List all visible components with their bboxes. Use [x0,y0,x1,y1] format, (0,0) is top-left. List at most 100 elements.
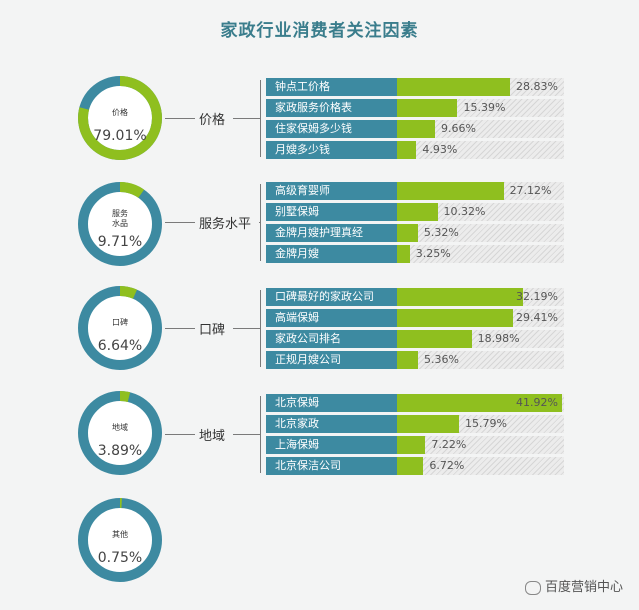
donut-slice-3 [78,391,162,475]
donut-ring-4 [78,498,162,582]
bar-value: 29.41% [516,311,558,324]
bar-label: 北京保姆 [266,394,397,412]
bar-label: 北京家政 [266,415,397,433]
donut-slice-4 [78,498,162,582]
bar-value: 5.36% [424,353,459,366]
bar-label: 高级育婴师 [266,182,397,200]
bar-label: 金牌月嫂 [266,245,397,263]
bar-row-1-3: 金牌月嫂 3.25% [266,245,564,263]
bar-fill [397,141,417,159]
connector-left-1 [165,222,195,223]
bar-value: 15.79% [465,417,507,430]
bar-fill [397,394,562,412]
donut-percent-2: 6.64% [97,338,143,354]
donut-label-2: 口碑 [75,318,165,328]
bar-fill [397,182,504,200]
bar-row-3-0: 北京保姆 41.92% [266,394,564,412]
bar-fill [397,78,511,96]
bar-row-0-1: 家政服务价格表 15.39% [266,99,564,117]
donut-label-4: 其他 [75,530,165,540]
bar-fill [397,351,419,369]
bracket-2 [260,290,261,367]
bar-value: 15.39% [463,101,506,114]
bar-value: 27.12% [509,184,552,197]
bar-value: 5.32% [423,226,459,239]
bar-label: 高端保姆 [266,309,397,327]
bar-fill [397,245,410,263]
donut-label-line: 水品 [112,219,128,228]
bar-row-2-3: 正规月嫂公司 5.36% [266,351,564,369]
donut-slice-1 [78,182,162,266]
connector-right-3 [233,434,260,435]
connector-left-3 [165,434,195,435]
donut-percent-4: 0.75% [97,550,143,566]
donut-label-line: 口碑 [112,318,128,327]
donut-percent-3: 3.89% [97,443,143,459]
bar-fill [397,224,418,242]
bar-value: 6.72% [429,459,465,472]
bar-row-3-3: 北京保洁公司 6.72% [266,457,564,475]
donut-0: 价格 79.01% [75,73,165,163]
bar-value: 3.25% [415,247,451,260]
donut-ring-1 [78,182,162,266]
bar-row-1-1: 别墅保姆 10.32% [266,203,564,221]
connector-left-0 [165,118,195,119]
bar-fill [397,120,435,138]
chart-title: 家政行业消费者关注因素 [220,21,419,41]
bracket-0 [260,80,261,157]
bar-label: 钟点工价格 [266,78,397,96]
bar-track [397,351,564,369]
donut-label-line: 其他 [112,530,128,539]
bracket-1 [260,184,261,261]
bar-label: 金牌月嫂护理真经 [266,224,397,242]
donut-label-0: 价格 [75,108,165,118]
bar-fill [397,436,426,454]
bar-value: 32.19% [516,290,558,303]
bar-value: 4.93% [422,143,458,156]
connector-right-2 [233,328,260,329]
bar-fill [397,288,524,306]
bar-track [397,245,564,263]
category-2: 口碑 [199,323,226,338]
category-3: 地域 [199,429,226,444]
bar-row-0-2: 住家保姆多少钱 9.66% [266,120,564,138]
donut-slice-0 [78,76,162,160]
bar-value: 18.98% [477,332,520,345]
bar-row-1-2: 金牌月嫂护理真经 5.32% [266,224,564,242]
bar-value: 10.32% [443,205,486,218]
bar-row-1-0: 高级育婴师 27.12% [266,182,564,200]
bar-fill [397,415,460,433]
donut-percent-0: 79.01% [93,128,147,144]
bracket-3 [260,396,261,473]
bar-row-2-1: 高端保姆 29.41% [266,309,564,327]
wechat-icon [524,580,541,595]
bar-track [397,457,564,475]
watermark: 百度营销中心 [524,576,623,595]
bar-fill [397,457,424,475]
donut-label-line: 服务 [112,209,128,218]
bar-label: 家政公司排名 [266,330,397,348]
bar-label: 北京保洁公司 [266,457,397,475]
bar-track [397,141,564,159]
bar-row-0-3: 月嫂多少钱 4.93% [266,141,564,159]
donut-1: 服务 水品 9.71% [75,179,165,269]
bar-label: 口碑最好的家政公司 [266,288,397,306]
bar-fill [397,203,438,221]
bar-label: 上海保姆 [266,436,397,454]
bar-row-2-0: 口碑最好的家政公司 32.19% [266,288,564,306]
donut-4: 其他 0.75% [75,495,165,585]
donut-ring-3 [78,391,162,475]
bar-label: 正规月嫂公司 [266,351,397,369]
bar-track [397,203,564,221]
bar-track [397,120,564,138]
bar-label: 家政服务价格表 [266,99,397,117]
bar-row-3-1: 北京家政 15.79% [266,415,564,433]
donut-ring-2 [78,286,162,370]
bar-label: 月嫂多少钱 [266,141,397,159]
bar-fill [397,99,458,117]
bar-label: 别墅保姆 [266,203,397,221]
bar-value: 7.22% [431,438,467,451]
donut-slice-2 [78,286,162,370]
watermark-text: 百度营销中心 [544,580,623,595]
donut-label-line: 地域 [112,423,128,432]
